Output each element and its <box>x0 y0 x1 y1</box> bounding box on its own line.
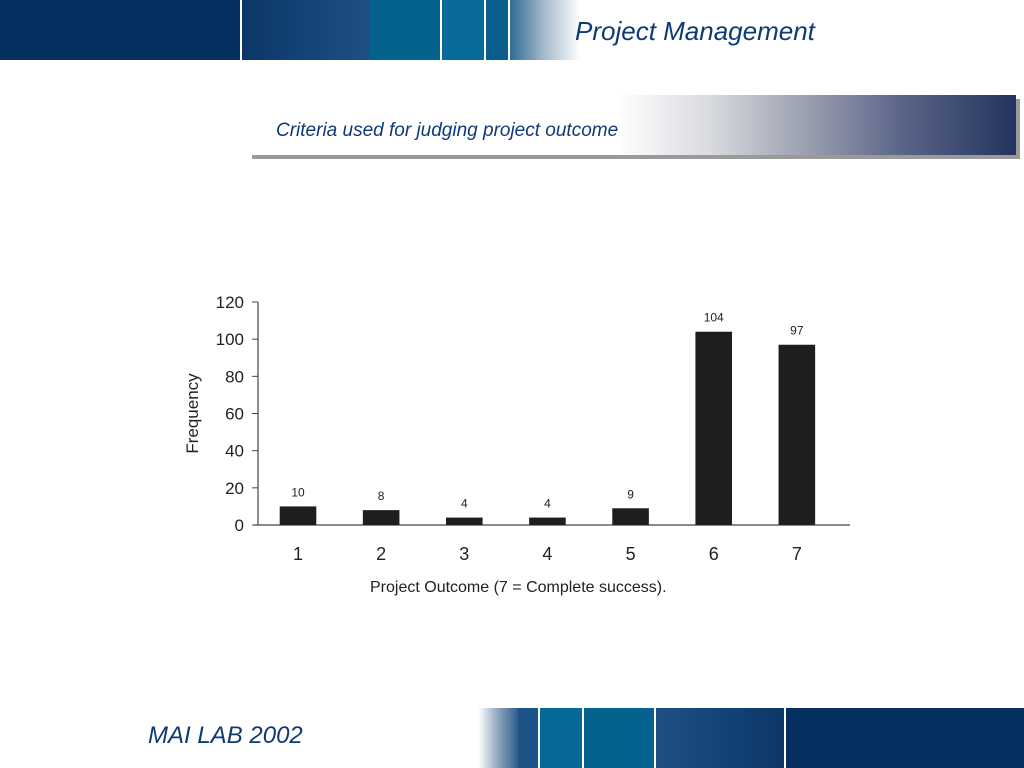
bar-data-label: 104 <box>704 311 724 325</box>
x-axis-ticks: 1 2 3 4 5 6 7 <box>293 544 802 564</box>
top-banner <box>0 0 1024 60</box>
bottom-banner <box>0 708 1024 768</box>
banner-segment <box>486 0 508 60</box>
banner-fade <box>478 708 518 768</box>
y-axis-ticks: 0 20 40 60 80 100 120 <box>216 293 258 535</box>
slide-subtitle: Criteria used for judging project outcom… <box>276 120 619 141</box>
bar-data-label: 4 <box>544 497 551 511</box>
x-tick-label: 5 <box>626 544 636 564</box>
chart-bars: 10 8 4 4 9 104 97 <box>279 311 816 525</box>
y-tick-label: 0 <box>235 516 244 535</box>
x-axis-label: Project Outcome (7 = Complete success). <box>370 579 667 596</box>
bar-data-label: 4 <box>461 497 468 511</box>
banner-segment <box>786 708 1024 768</box>
y-tick-label: 80 <box>225 367 244 386</box>
y-tick-label: 20 <box>225 479 244 498</box>
subtitle-bar <box>248 95 1016 155</box>
bar-data-label: 8 <box>378 489 385 503</box>
bar <box>529 517 566 525</box>
banner-segment <box>584 708 654 768</box>
y-tick-label: 60 <box>225 405 244 424</box>
bar <box>445 517 483 525</box>
banner-segment <box>540 708 582 768</box>
x-tick-label: 1 <box>293 544 303 564</box>
x-tick-label: 2 <box>376 544 386 564</box>
x-tick-label: 6 <box>709 544 719 564</box>
bar-data-label: 10 <box>291 485 305 499</box>
bar <box>695 331 733 525</box>
y-tick-label: 100 <box>216 330 244 349</box>
y-tick-label: 120 <box>216 293 244 312</box>
banner-segment <box>442 0 484 60</box>
bar-data-label: 9 <box>627 487 634 501</box>
footer-text: MAI LAB 2002 <box>148 722 303 749</box>
banner-segment <box>242 0 370 60</box>
banner-segment <box>518 708 538 768</box>
bar-data-label: 97 <box>790 324 804 338</box>
x-tick-label: 7 <box>792 544 802 564</box>
y-tick-label: 40 <box>225 442 244 461</box>
y-axis-label: Frequency <box>183 373 202 454</box>
bar <box>362 510 400 525</box>
page-title: Project Management <box>575 16 815 46</box>
banner-segment <box>370 0 440 60</box>
banner-segment <box>656 708 784 768</box>
bar <box>778 344 816 525</box>
bar <box>612 508 649 525</box>
frequency-bar-chart: 0 20 40 60 80 100 120 10 8 4 4 9 104 97 1 2 3 4 5 6 7 Freq… <box>183 293 850 596</box>
x-tick-label: 3 <box>459 544 469 564</box>
x-tick-label: 4 <box>542 544 552 564</box>
banner-fade <box>510 0 580 60</box>
bar <box>279 506 317 525</box>
banner-segment <box>0 0 240 60</box>
